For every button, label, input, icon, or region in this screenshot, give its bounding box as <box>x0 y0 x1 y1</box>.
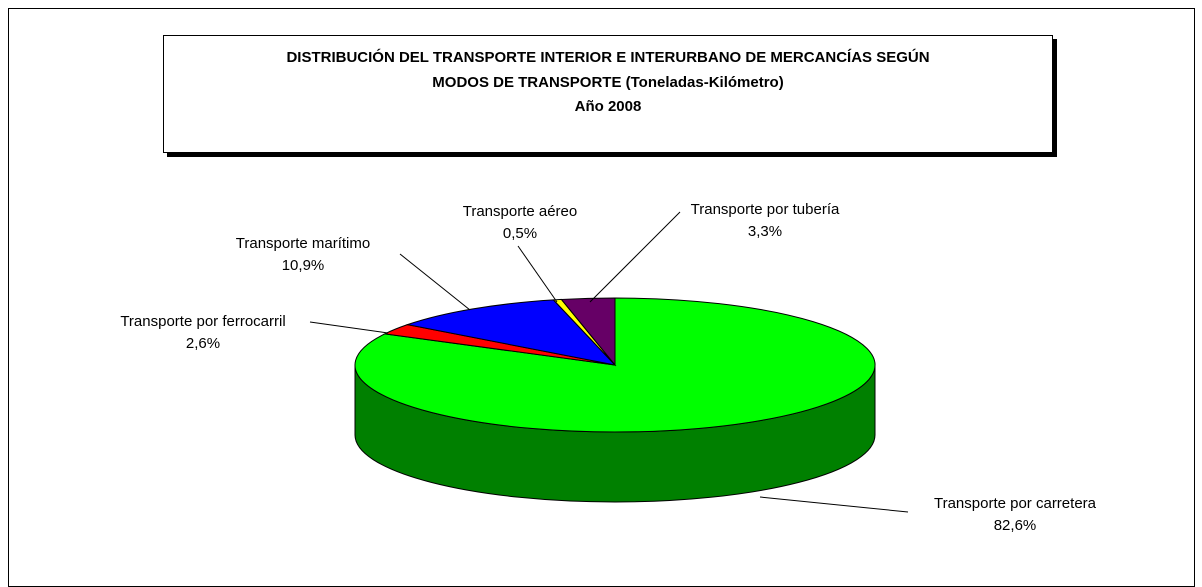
leader-line <box>759 496 909 513</box>
slice-value-label: 0,5% <box>503 225 537 242</box>
leader-line <box>517 245 558 303</box>
leader-line <box>399 253 471 311</box>
chart-title: DISTRIBUCIÓN DEL TRANSPORTE INTERIOR E I… <box>286 48 929 66</box>
slice-value-label: 82,6% <box>994 517 1037 534</box>
slice-label: Transporte por tubería <box>691 201 840 218</box>
slice-label: Transporte por ferrocarril <box>120 313 285 330</box>
pie-slice <box>560 297 616 367</box>
chart-title: MODOS DE TRANSPORTE (Toneladas-Kilómetro… <box>432 74 783 91</box>
leader-line <box>309 321 389 334</box>
leader-line <box>589 211 681 303</box>
slice-label: Transporte aéreo <box>463 203 578 220</box>
slice-label: Transporte por carretera <box>934 495 1097 512</box>
title-box <box>163 35 1053 153</box>
slice-value-label: 3,3% <box>748 223 782 240</box>
slice-value-label: 2,6% <box>186 335 220 352</box>
slice-value-label: 10,9% <box>282 257 325 274</box>
slice-label: Transporte marítimo <box>236 235 370 252</box>
pie-slice <box>405 299 617 366</box>
chart-title: Año 2008 <box>575 98 642 115</box>
